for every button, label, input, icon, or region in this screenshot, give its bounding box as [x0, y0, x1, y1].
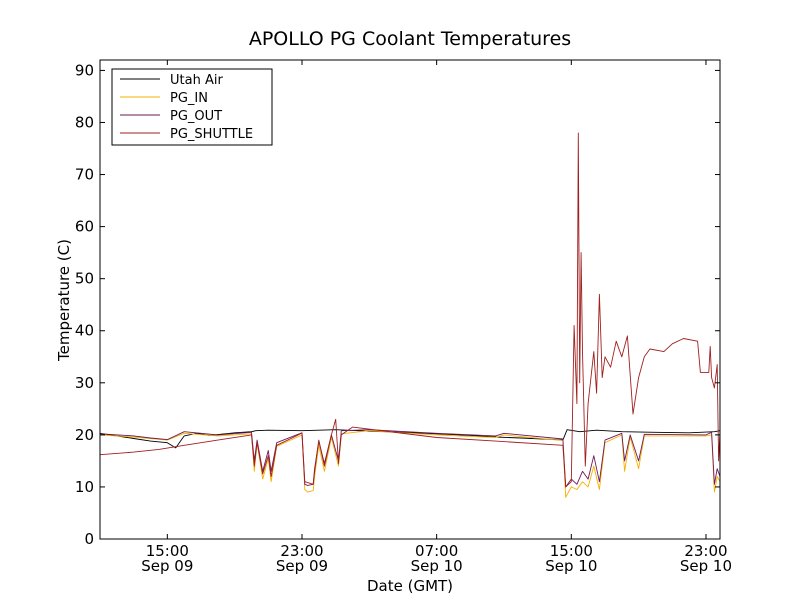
legend-box	[111, 68, 273, 146]
y-tick-label: 30	[75, 374, 94, 392]
x-tick-label-date: Sep 10	[411, 557, 463, 575]
legend-label: Utah Air	[170, 73, 223, 88]
plot-frame	[99, 59, 721, 540]
x-tick-label-date: Sep 09	[141, 557, 193, 575]
x-tick-label-date: Sep 10	[545, 557, 597, 575]
y-tick-label: 50	[75, 270, 94, 288]
y-tick-label: 20	[75, 426, 94, 444]
y-axis-label: Temperature (C)	[55, 239, 73, 362]
series-line-pg-shuttle	[99, 132, 721, 488]
series-layer	[99, 132, 721, 498]
y-tick-label: 60	[75, 218, 94, 236]
y-tick-label: 90	[75, 61, 94, 79]
x-tick-label-time: 23:00	[280, 542, 323, 560]
x-tick-label-time: 07:00	[415, 542, 458, 560]
x-tick-label-time: 15:00	[550, 542, 593, 560]
x-tick-label-date: Sep 10	[680, 557, 732, 575]
y-tick-label: 70	[75, 166, 94, 184]
legend: Utah Air PG_IN PG_OUT PG_SHUTTLE	[111, 68, 273, 146]
y-tick-label: 80	[75, 113, 94, 131]
chart-title: APOLLO PG Coolant Temperatures	[249, 28, 571, 50]
x-tick-label-time: 15:00	[146, 542, 189, 560]
y-tick-label: 10	[75, 478, 94, 496]
legend-label: PG_SHUTTLE	[170, 127, 253, 142]
legend-label: PG_IN	[170, 91, 208, 106]
y-tick-label: 0	[84, 530, 94, 548]
y-tick-label: 40	[75, 322, 94, 340]
legend-label: PG_OUT	[170, 109, 222, 124]
x-tick-label-time: 23:00	[684, 542, 727, 560]
x-tick-label-date: Sep 09	[276, 557, 328, 575]
x-axis-label: Date (GMT)	[367, 577, 453, 595]
